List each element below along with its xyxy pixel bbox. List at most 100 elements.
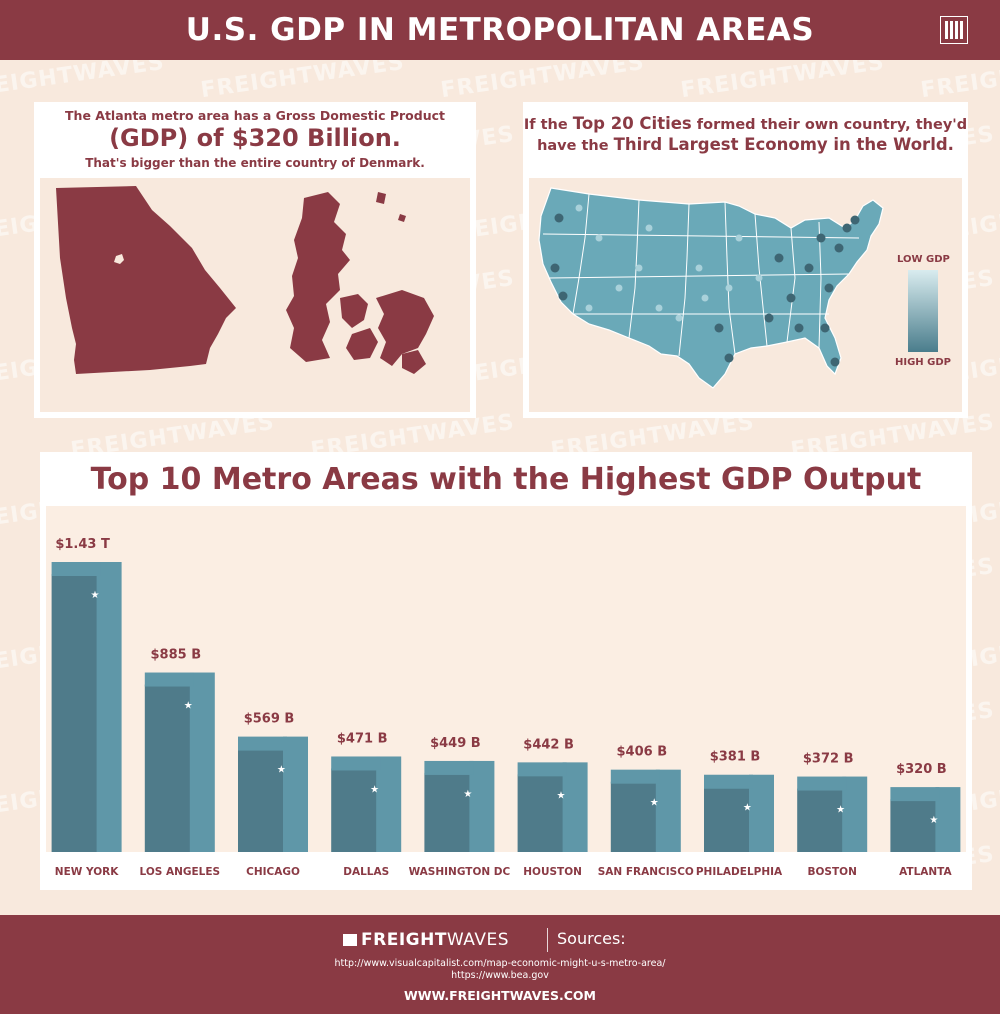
- headline-bold-b: Third Largest Economy in the World.: [613, 135, 954, 154]
- bar-chicago: [238, 748, 287, 852]
- metro-gdp-bar-chart: ★ $1.43 T NEW YORK ★ $885 B LOS ANGELES ★ $569 …: [51, 537, 961, 878]
- city-dot: [645, 224, 653, 232]
- city-dot: [820, 323, 830, 333]
- city-dot: [804, 263, 814, 273]
- bar-cap: [797, 776, 847, 791]
- bar-side: [562, 762, 588, 852]
- city-dot: [675, 314, 683, 322]
- city-dot: [575, 204, 583, 212]
- bar-new-york: [51, 574, 101, 852]
- logo-square-icon: [343, 934, 357, 946]
- city-dot: [830, 357, 840, 367]
- category-label: HOUSTON: [523, 866, 582, 878]
- city-dot: [794, 323, 804, 333]
- watermark-text: FREIGHTWAVES: [919, 60, 1000, 104]
- bar-side: [749, 774, 774, 852]
- denmark-map-shape: [286, 192, 434, 374]
- map-area: [40, 178, 470, 412]
- city-dot: [635, 264, 643, 272]
- city-dot: [774, 253, 784, 263]
- atlanta-vs-denmark-panel: The Atlanta metro area has a Gross Domes…: [34, 102, 476, 418]
- bar-washington-dc: [424, 772, 474, 852]
- category-label-row: [40, 852, 972, 890]
- city-dot: [585, 304, 593, 312]
- logo-text-bold: FREIGHT: [361, 930, 447, 950]
- headline-text-b: formed their own country, they'd: [691, 117, 968, 133]
- bar-side: [376, 756, 402, 852]
- georgia-map-shape: [56, 186, 236, 374]
- chart-title-box: Top 10 Metro Areas with the Highest GDP …: [40, 452, 972, 506]
- top-20-cities-panel: If the Top 20 Cities formed their own co…: [523, 102, 968, 418]
- us-map-shape: [538, 187, 884, 389]
- city-star-icon: ★: [650, 798, 659, 809]
- category-label: SAN FRANCISCO: [598, 866, 694, 878]
- category-label: WASHINGTON DC: [409, 866, 511, 878]
- source-link-bea[interactable]: https://www.bea.gov: [451, 970, 549, 981]
- bar-san-francisco: [610, 781, 660, 852]
- panel-text-line1: The Atlanta metro area has a Gross Domes…: [65, 108, 445, 123]
- category-label: ATLANTA: [899, 866, 952, 878]
- freightwaves-logo: FREIGHTWAVES: [343, 930, 509, 950]
- bar-dallas: [331, 768, 381, 852]
- source-link-visualcapitalist[interactable]: http://www.visualcapitalist.com/map-econ…: [334, 958, 666, 969]
- city-star-icon: ★: [743, 803, 752, 814]
- watermark-text: FREIGHTWAVES: [199, 60, 407, 104]
- value-label: $406 B: [616, 745, 667, 760]
- city-dot: [655, 304, 663, 312]
- city-dot: [701, 294, 709, 302]
- category-label: NEW YORK: [55, 866, 119, 878]
- bar-cap: [424, 760, 474, 775]
- footer-divider: [547, 928, 548, 952]
- value-label: $885 B: [150, 648, 201, 663]
- watermark-text: FREIGHTWAVES: [0, 60, 167, 104]
- city-dot: [724, 353, 734, 363]
- bar-cap: [51, 562, 101, 576]
- city-dot: [764, 313, 774, 323]
- us-map-area: [529, 178, 962, 412]
- bar-los-angeles: [144, 684, 194, 852]
- watermark-text: FREIGHTWAVES: [439, 60, 647, 104]
- category-label: PHILADELPHIA: [696, 866, 783, 878]
- category-label: BOSTON: [808, 866, 857, 878]
- bar-cap: [238, 736, 287, 751]
- bar-cap: [517, 762, 567, 777]
- city-star-icon: ★: [836, 805, 845, 816]
- value-label: $381 B: [710, 750, 761, 765]
- city-dot: [824, 283, 834, 293]
- panel-headline: If the Top 20 Cities formed their own co…: [523, 114, 968, 156]
- city-dot: [834, 243, 844, 253]
- value-label: $1.43 T: [55, 537, 110, 552]
- city-star-icon: ★: [557, 790, 566, 801]
- bar-side: [842, 776, 868, 852]
- bar-boston: [797, 788, 847, 852]
- city-dot: [850, 215, 860, 225]
- chart-title: Top 10 Metro Areas with the Highest GDP …: [90, 461, 922, 497]
- city-dot: [816, 233, 826, 243]
- category-label: CHICAGO: [246, 866, 300, 878]
- city-star-icon: ★: [184, 701, 193, 712]
- city-dot: [725, 284, 733, 292]
- value-label: $372 B: [803, 752, 854, 767]
- headline-bold-a: Top 20 Cities: [572, 114, 692, 133]
- freightwaves-logo-icon: [940, 16, 968, 44]
- value-label: $471 B: [337, 731, 388, 746]
- legend-high-label: HIGH GDP: [895, 357, 951, 368]
- header-bar: U.S. GDP IN METROPOLITAN AREAS: [0, 0, 1000, 60]
- bar-philadelphia: [704, 786, 753, 852]
- headline-text-c: have the: [537, 138, 614, 154]
- legend-gradient: [908, 270, 938, 352]
- watermark-text: FREIGHTWAVES: [679, 60, 887, 104]
- bar-cap: [890, 787, 940, 802]
- city-dot: [554, 213, 564, 223]
- legend-low-label: LOW GDP: [897, 254, 950, 265]
- bar-side: [655, 769, 681, 852]
- sources-label: Sources:: [557, 929, 626, 948]
- bar-side: [935, 787, 961, 852]
- bar-cap: [144, 672, 194, 687]
- city-star-icon: ★: [277, 765, 286, 776]
- bar-side: [283, 736, 308, 852]
- city-star-icon: ★: [91, 590, 100, 601]
- bar-atlanta: [890, 799, 940, 852]
- website-link[interactable]: WWW.FREIGHTWAVES.COM: [404, 988, 596, 1003]
- city-dot: [786, 293, 796, 303]
